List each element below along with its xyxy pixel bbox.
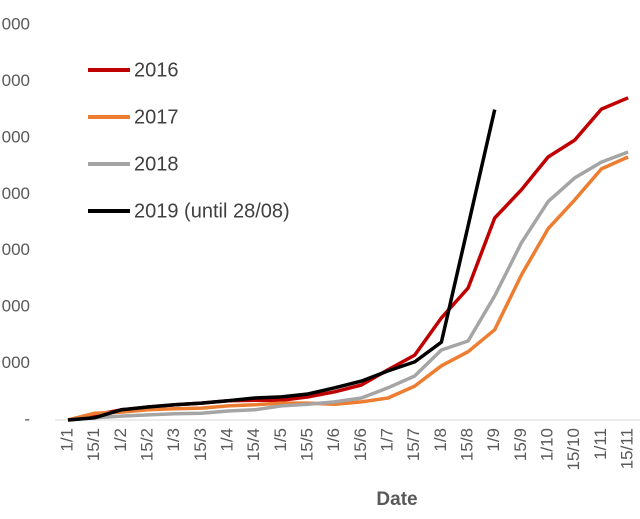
x-tick-label: 15/4 <box>244 428 263 461</box>
y-tick-label: 000 <box>2 184 30 203</box>
legend-label: 2017 <box>134 106 179 128</box>
x-tick-label: 1/4 <box>218 428 237 452</box>
x-tick-label: 15/3 <box>191 428 210 461</box>
legend-label: 2019 (until 28/08) <box>134 200 290 222</box>
x-tick-label: 1/8 <box>431 428 450 452</box>
y-tick-label: - <box>24 409 30 428</box>
series-line <box>67 109 497 422</box>
x-tick-label: 15/8 <box>458 428 477 461</box>
x-tick-label: 1/3 <box>164 428 183 452</box>
x-tick-label: 1/5 <box>271 428 290 452</box>
x-tick-label: 15/2 <box>137 428 156 461</box>
x-axis-title: Date <box>376 489 417 510</box>
series-line <box>67 96 629 422</box>
series-line <box>67 155 629 422</box>
y-tick-label: 000 <box>2 14 30 33</box>
x-tick-label: 15/7 <box>404 428 423 461</box>
y-tick-label: 000 <box>2 353 30 372</box>
y-tick-label: 000 <box>2 240 30 259</box>
x-tick-label: 1/7 <box>378 428 397 452</box>
series-line <box>67 150 629 422</box>
x-tick-label: 1/10 <box>538 428 557 461</box>
y-tick-label: 000 <box>2 127 30 146</box>
legend: 2016 2017 2018 2019 (until 28/08) <box>88 59 290 222</box>
x-tick-label: 15/10 <box>564 428 583 471</box>
y-tick-label: 000 <box>2 297 30 316</box>
legend-label: 2018 <box>134 153 179 175</box>
y-tick-label: 000 <box>2 71 30 90</box>
x-tick-label: 1/9 <box>484 428 503 452</box>
x-tick-label: 1/6 <box>324 428 343 452</box>
x-tick-label: 15/6 <box>351 428 370 461</box>
x-tick-label: 15/11 <box>618 428 637 469</box>
x-tick-label: 1/11 <box>591 428 610 460</box>
x-tick-label: 1/1 <box>57 428 76 452</box>
x-tick-label: 1/2 <box>111 428 130 452</box>
x-tick-label: 15/5 <box>298 428 317 461</box>
x-tick-label: 15/9 <box>511 428 530 461</box>
x-tick-label: 15/1 <box>84 428 103 461</box>
legend-label: 2016 <box>134 59 179 81</box>
